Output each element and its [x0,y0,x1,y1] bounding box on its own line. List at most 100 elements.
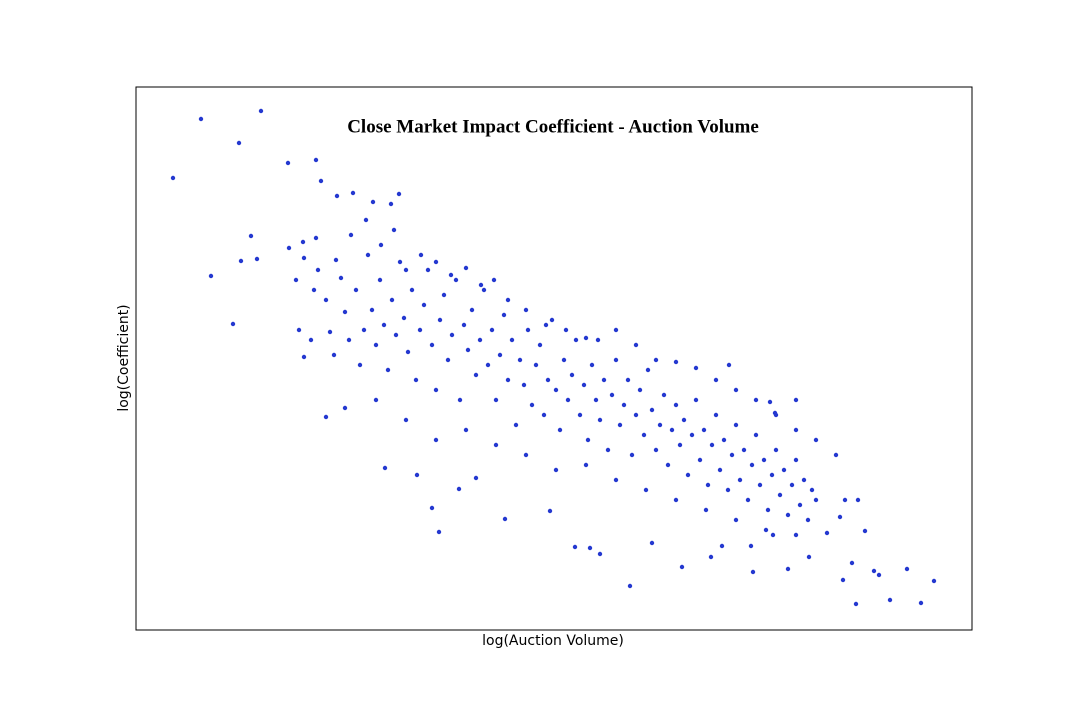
scatter-point [685,472,691,478]
scatter-point [409,287,415,293]
scatter-point [833,452,839,458]
scatter-point [342,405,348,411]
scatter-point [733,517,739,523]
y-axis-label: log(Coefficient) [116,304,132,411]
scatter-point [649,407,655,413]
scatter-point [729,452,735,458]
scatter-point [523,452,529,458]
scatter-point [649,540,655,546]
scatter-point [373,397,379,403]
scatter-point [393,332,399,338]
scatter-point [653,357,659,363]
scatter-point [403,267,409,273]
scatter-point [357,362,363,368]
scatter-point [726,362,732,368]
scatter-point [417,327,423,333]
scatter-point [533,362,539,368]
scatter-point [334,193,340,199]
scatter-point [301,255,307,261]
scatter-point [693,365,699,371]
scatter-point [521,382,527,388]
scatter-point [541,412,547,418]
scatter-point [713,412,719,418]
scatter-point [505,377,511,383]
scatter-point [643,487,649,493]
scatter-point [529,402,535,408]
scatter-point [346,337,352,343]
scatter-point [705,482,711,488]
scatter-point [429,505,435,511]
scatter-point [673,402,679,408]
scatter-point [478,282,484,288]
scatter-point [463,265,469,271]
scatter-point [414,472,420,478]
scatter-point [238,258,244,264]
scatter-point [595,337,601,343]
scatter-point [763,527,769,533]
scatter-point [449,332,455,338]
scatter-point [837,514,843,520]
scatter-point [469,307,475,313]
scatter-point [677,442,683,448]
scatter-point [208,273,214,279]
scatter-point [391,227,397,233]
scatter-point [849,560,855,566]
scatter-point [377,277,383,283]
scatter-point [773,412,779,418]
scatter-point [502,516,508,522]
scatter-point [653,447,659,453]
scatter-point [701,427,707,433]
scatter-point [773,447,779,453]
scatter-point [491,277,497,283]
scatter-point [505,297,511,303]
scatter-point [285,160,291,166]
scatter-point [725,487,731,493]
scatter-point [785,512,791,518]
scatter-point [581,382,587,388]
scatter-point [633,342,639,348]
scatter-point [389,297,395,303]
scatter-point [572,544,578,550]
scatter-point [627,583,633,589]
scatter-point [523,307,529,313]
scatter-point [501,312,507,318]
scatter-point [693,397,699,403]
scatter-point [785,566,791,572]
scatter-point [589,362,595,368]
scatter-point [757,482,763,488]
scatter-point [737,477,743,483]
scatter-point [549,317,555,323]
scatter-point [509,337,515,343]
scatter-point [318,178,324,184]
scatter-point [583,462,589,468]
scatter-point [753,397,759,403]
scatter-point [489,327,495,333]
scatter-point [369,307,375,313]
scatter-point [493,397,499,403]
scatter-point [761,457,767,463]
scatter-point [697,457,703,463]
scatter-point [809,487,815,493]
scatter-point [323,414,329,420]
scatter-point [537,342,543,348]
scatter-point [797,502,803,508]
chart-title: Close Market Impact Coefficient - Auctio… [347,116,759,137]
scatter-point [441,292,447,298]
scatter-point [793,457,799,463]
scatter-point [633,412,639,418]
scatter-point [545,377,551,383]
scatter-point [770,532,776,538]
scatter-point [396,191,402,197]
scatter-point [876,572,882,578]
scatter-point [801,477,807,483]
scatter-point [258,108,264,114]
scatter-point [749,462,755,468]
scatter-point [388,201,394,207]
scatter-point [333,257,339,263]
scatter-point [573,337,579,343]
scatter-point [248,233,254,239]
scatter-point [296,327,302,333]
scatter-point [456,486,462,492]
scatter-point [327,329,333,335]
